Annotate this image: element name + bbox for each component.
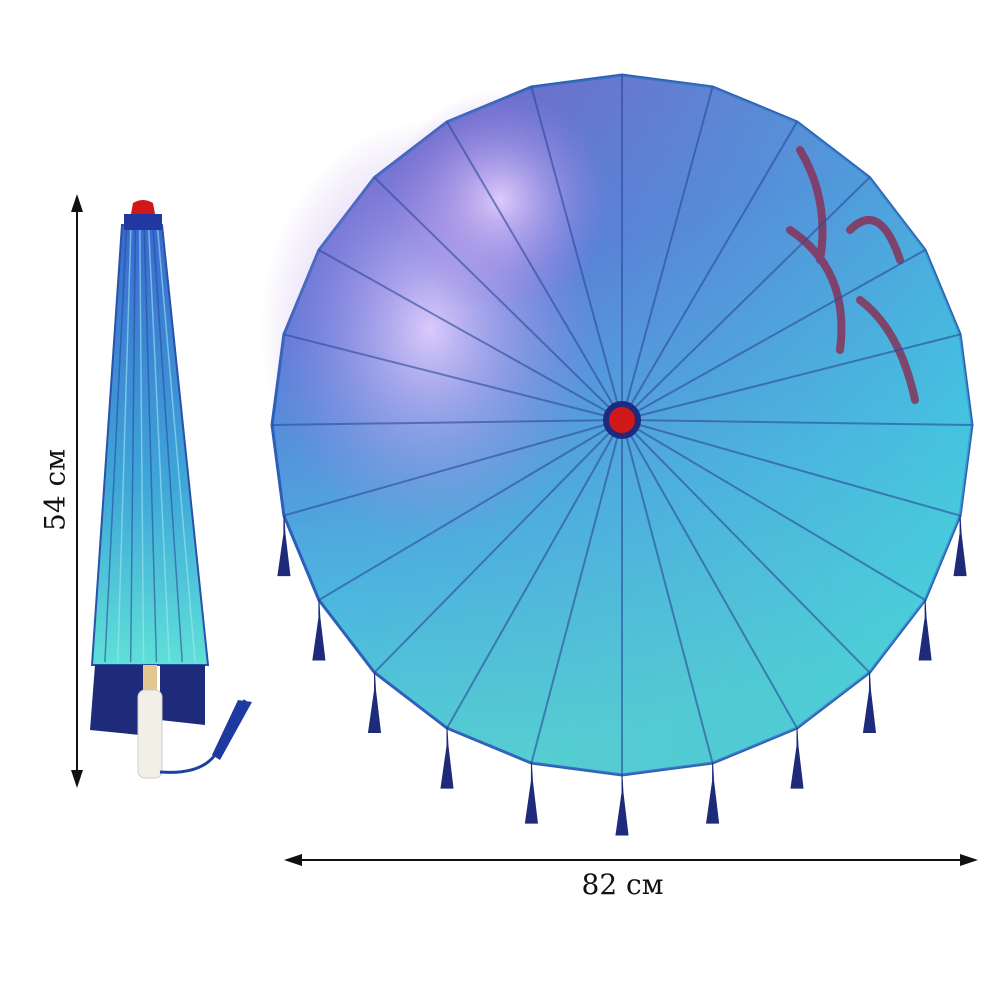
closed-tassels [90,665,205,735]
tassel [440,728,454,789]
canopy-fold [104,227,128,663]
cherry-blossom-pattern [390,90,610,310]
canopy-fold [129,227,137,663]
umbrella-rib [446,419,623,729]
tassel [706,763,720,824]
open-umbrella [260,73,974,836]
calligraphy-mark [786,146,919,404]
umbrella-ribs [271,75,973,775]
umbrella-rib [621,419,973,426]
umbrella-rib [271,419,623,426]
width-label: 82 см [581,868,664,901]
tassel [790,728,804,789]
height-label: 54 см [38,449,72,531]
canopy-fold [143,227,158,663]
umbrella-rib [621,333,961,421]
canopy-fold [147,227,171,663]
umbrella-rib [283,333,623,421]
umbrella-rib [621,86,714,421]
closed-umbrella [90,200,252,779]
handle [137,689,163,779]
umbrella-rib [621,249,926,421]
umbrella-rib [318,249,623,421]
canopy-fold [139,227,145,663]
tassel [524,763,538,824]
canopy-fold [156,227,196,663]
canopy-folds [104,227,196,663]
top-cap [131,200,155,214]
canopy-fold [117,227,132,663]
height-dimension-line [71,194,83,788]
umbrella-rib [621,419,798,729]
umbrella-rib [621,419,926,601]
tassels [277,515,967,836]
tassel [367,672,382,733]
width-dimension-line [284,854,978,866]
umbrella-rib [621,419,961,517]
umbrella-rib [318,419,623,601]
umbrella-rib [446,121,623,421]
umbrella-rib [621,419,714,764]
umbrella-rib [373,419,623,674]
umbrella-rib [283,419,623,517]
tassel [312,599,326,661]
umbrella-rib [530,419,623,764]
tassel [277,515,291,577]
hanging-tassel-end [212,700,252,760]
umbrella-top-cap [603,401,641,439]
umbrella-rib [621,121,798,421]
tassel [862,672,877,733]
tassel [953,515,967,577]
umbrella-rib [530,86,623,421]
wooden-shaft [143,665,157,695]
top-collar [124,214,162,230]
tassel [918,599,932,661]
tassel [615,774,629,836]
canopy-fold [152,227,183,663]
umbrella-rib [621,419,871,674]
umbrella-rib [621,176,871,421]
umbrella-rib [373,176,623,421]
